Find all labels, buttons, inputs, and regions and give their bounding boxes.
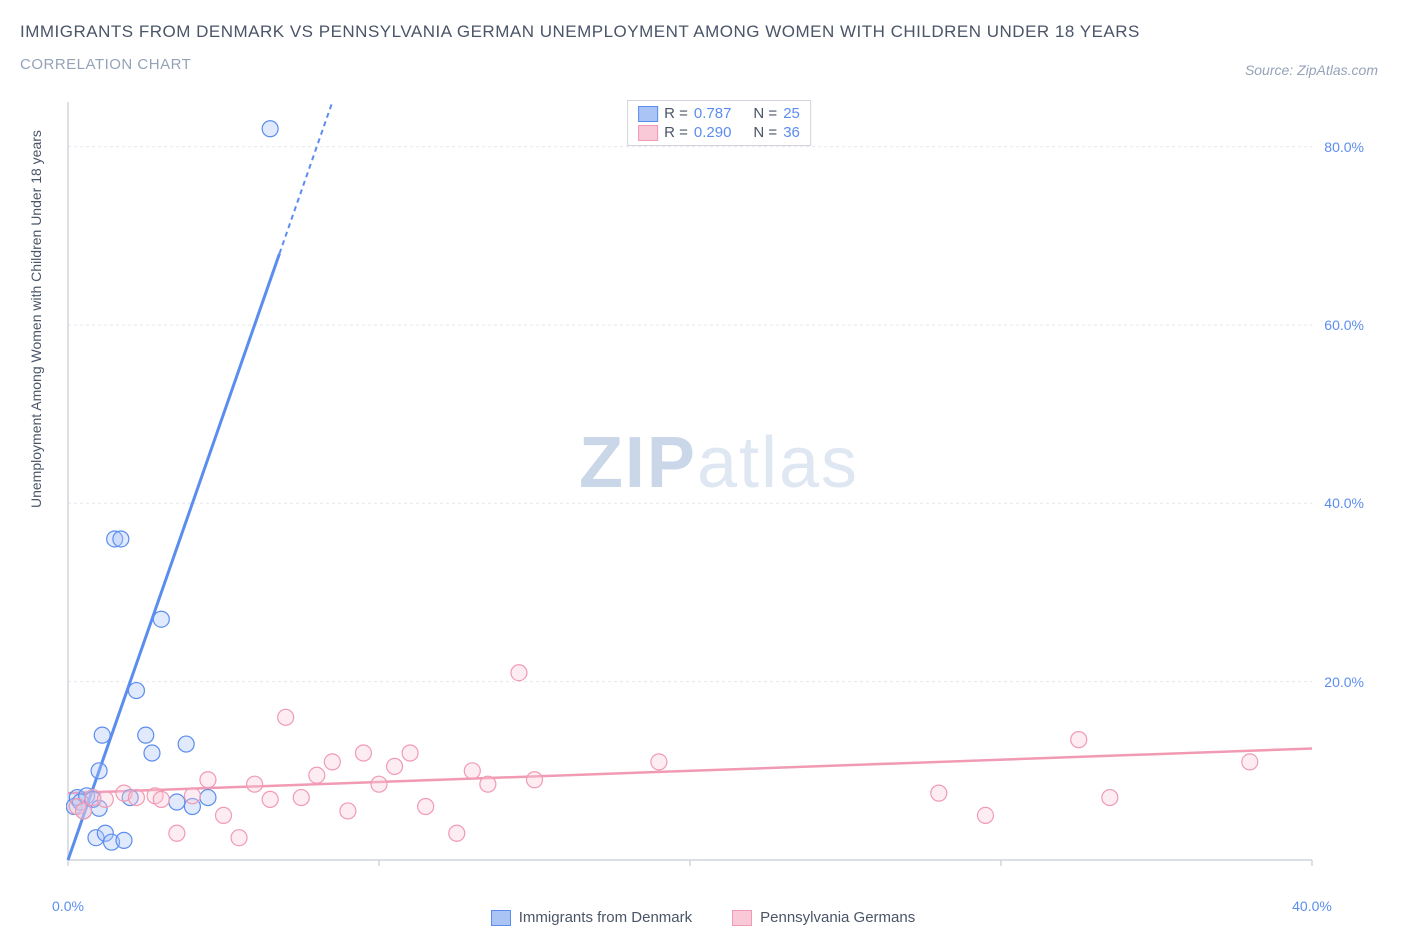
legend-swatch-denmark [638,106,658,122]
y-tick-label: 40.0% [1324,495,1364,511]
correlation-legend: R = 0.787 N = 25 R = 0.290 N = 36 [627,100,811,146]
legend-r-label: R = [664,124,688,141]
chart-subtitle: CORRELATION CHART [20,56,1386,73]
y-axis-label: Unemployment Among Women with Children U… [28,130,44,508]
legend-row-pagerman: R = 0.290 N = 36 [638,124,800,141]
legend-swatch-pagerman [638,125,658,141]
y-tick-label: 60.0% [1324,317,1364,333]
legend-n-label: N = [753,124,777,141]
legend-r-value: 0.290 [694,124,732,141]
chart-area: Unemployment Among Women with Children U… [50,100,1390,890]
legend-r-value: 0.787 [694,105,732,122]
legend-row-denmark: R = 0.787 N = 25 [638,105,800,122]
legend-swatch-icon [491,910,511,926]
legend-item-pagerman: Pennsylvania Germans [732,909,915,926]
legend-n-label: N = [753,105,777,122]
scatter-plot-svg [66,100,1372,890]
plot-region: ZIPatlas R = 0.787 N = 25 R = 0.290 N = … [66,100,1372,890]
legend-n-value: 25 [783,105,800,122]
legend-n-value: 36 [783,124,800,141]
legend-r-label: R = [664,105,688,122]
chart-title: IMMIGRANTS FROM DENMARK VS PENNSYLVANIA … [20,22,1386,42]
legend-item-label: Pennsylvania Germans [760,909,915,926]
legend-item-denmark: Immigrants from Denmark [491,909,692,926]
source-text: Source: ZipAtlas.com [1245,62,1378,78]
y-tick-label: 20.0% [1324,674,1364,690]
legend-item-label: Immigrants from Denmark [519,909,692,926]
series-legend: Immigrants from Denmark Pennsylvania Ger… [0,909,1406,926]
y-tick-label: 80.0% [1324,139,1364,155]
legend-swatch-icon [732,910,752,926]
